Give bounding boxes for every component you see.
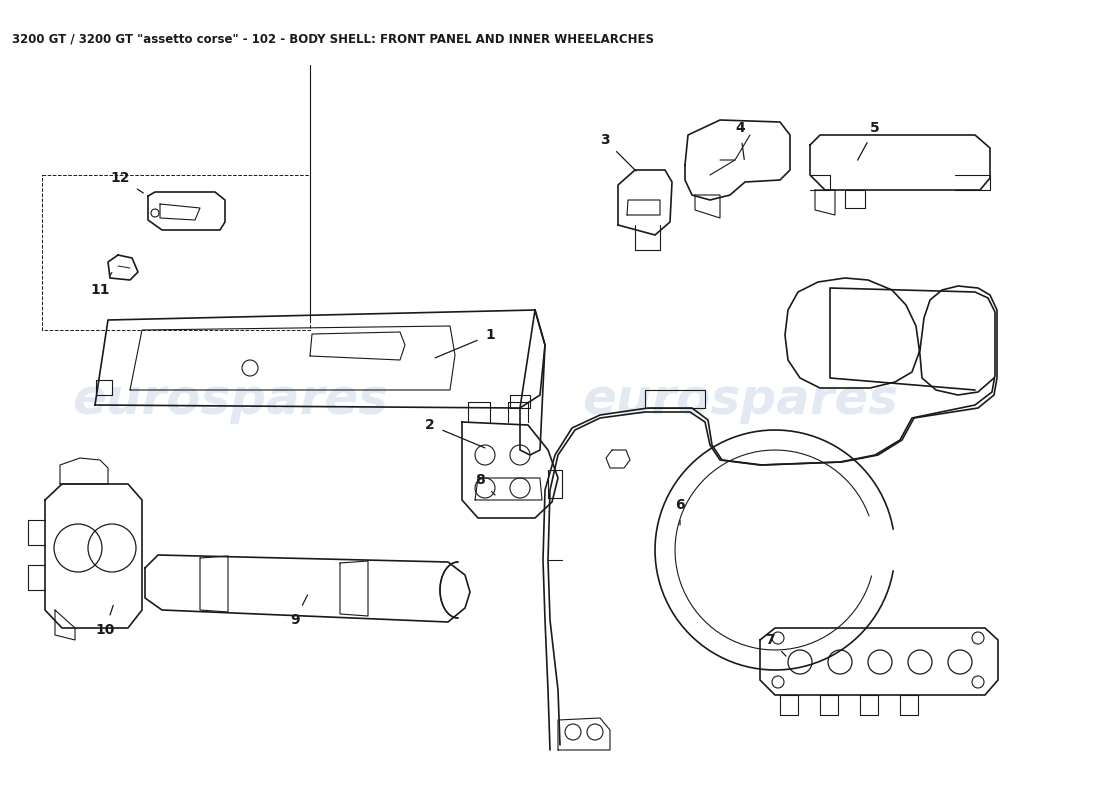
Text: 8: 8	[475, 473, 495, 495]
Text: 1: 1	[436, 328, 495, 358]
Text: 10: 10	[96, 606, 114, 637]
Text: eurospares: eurospares	[582, 376, 898, 424]
Text: 7: 7	[766, 633, 786, 656]
Text: 3200 GT / 3200 GT "assetto corse" - 102 - BODY SHELL: FRONT PANEL AND INNER WHEE: 3200 GT / 3200 GT "assetto corse" - 102 …	[12, 32, 654, 45]
Text: 3: 3	[601, 133, 636, 171]
Text: 6: 6	[675, 498, 685, 525]
Text: 4: 4	[735, 121, 745, 159]
Text: 2: 2	[425, 418, 485, 448]
Text: eurospares: eurospares	[72, 376, 388, 424]
Bar	[42, 175, 310, 330]
Text: 11: 11	[90, 273, 112, 297]
Text: 12: 12	[110, 171, 143, 193]
Text: 9: 9	[290, 595, 308, 627]
Text: 5: 5	[858, 121, 880, 160]
